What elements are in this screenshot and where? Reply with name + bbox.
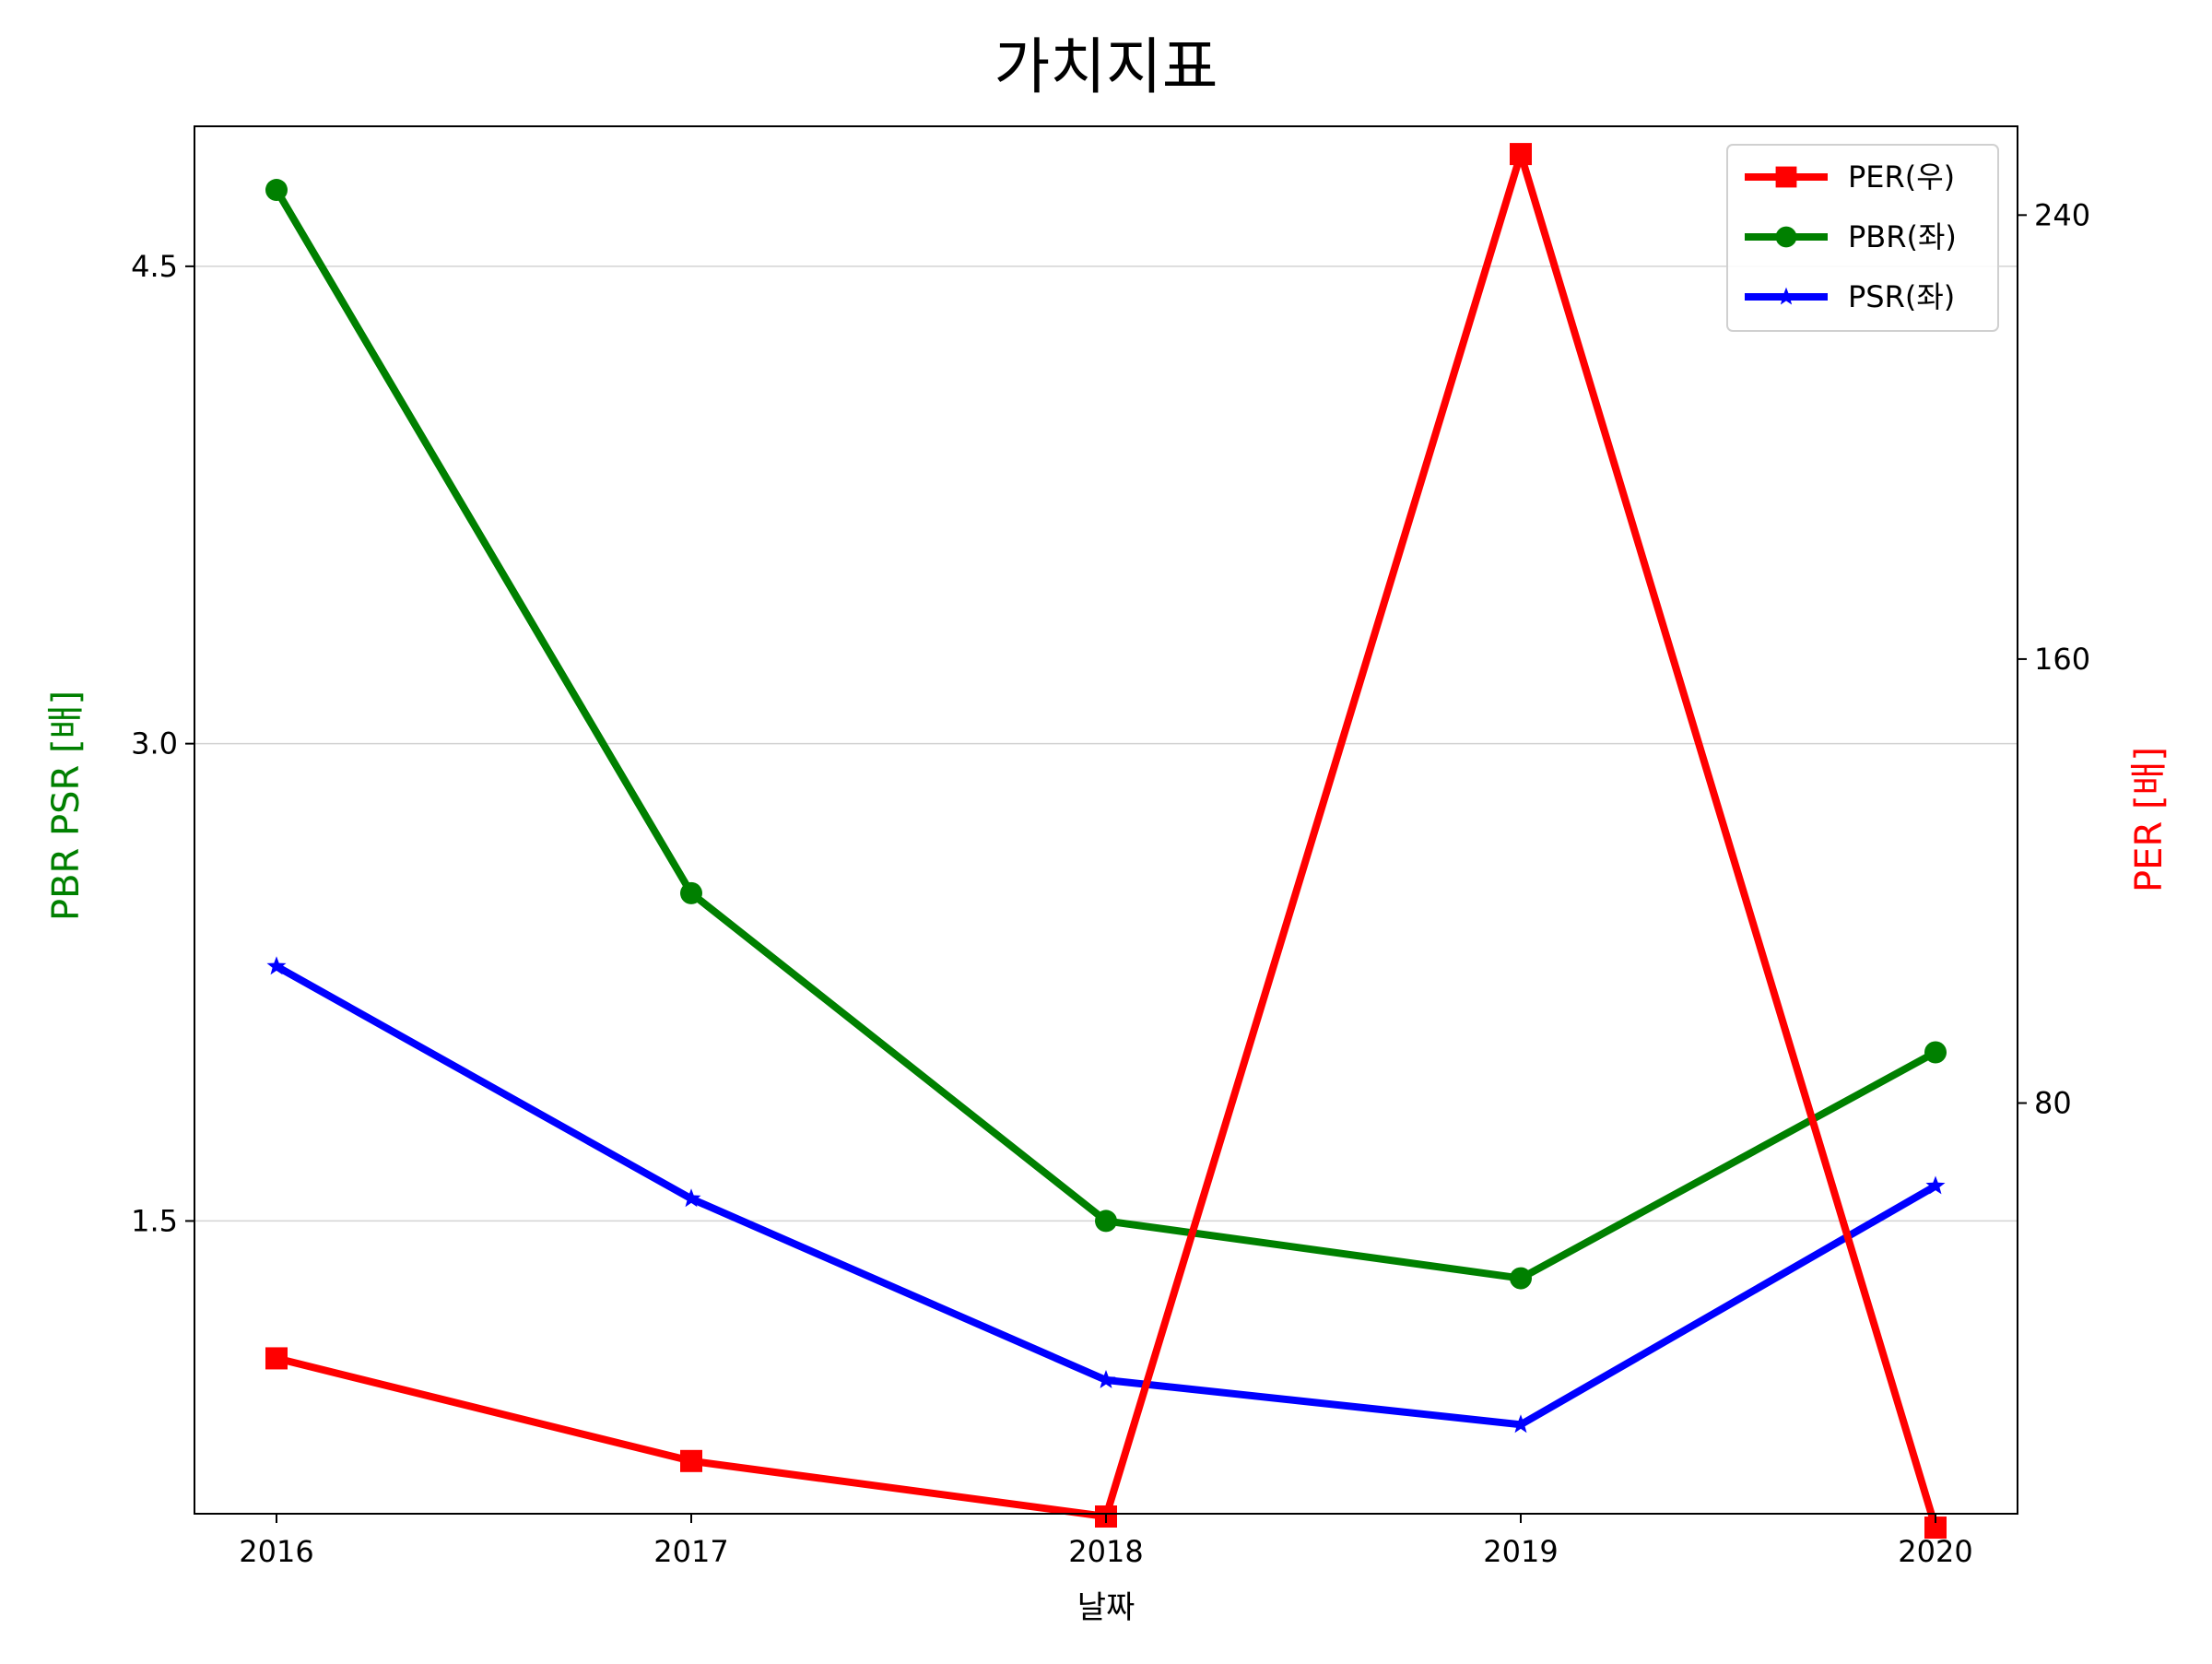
x-tick-label: 2019: [1483, 1534, 1558, 1569]
series-layer: [265, 143, 1947, 1540]
legend-box: [1726, 144, 1999, 332]
data-point-psr: [1511, 1414, 1531, 1434]
x-tick-label: 2017: [653, 1534, 728, 1569]
data-point-psr: [1925, 1175, 1946, 1195]
data-point-per: [265, 1347, 288, 1370]
right-y-axis-label: PER [배]: [2128, 747, 2171, 892]
legend-label-psr: PSR(좌): [1848, 279, 1955, 314]
chart-title: 가치지표: [994, 31, 1218, 102]
data-point-psr: [1096, 1370, 1116, 1388]
legend-marker-pbr: [1775, 226, 1797, 248]
axis-layer: 1.5 3.0 4.5 80 160 240 2016 2017 2018 2019 2020: [131, 197, 2090, 1569]
left-y-tick-label: 4.5: [131, 249, 178, 284]
legend-label-per: PER(우): [1848, 159, 1955, 195]
x-axis-label: 날짜: [1077, 1589, 1135, 1626]
right-y-tick-label: 80: [2034, 1086, 2072, 1121]
legend-marker-per: [1775, 166, 1797, 188]
data-point-pbr: [680, 881, 702, 904]
data-point-pbr: [265, 179, 288, 202]
x-tick-label: 2018: [1068, 1534, 1143, 1569]
data-point-pbr: [1095, 1210, 1117, 1233]
right-y-tick-label: 240: [2034, 197, 2090, 232]
left-y-tick-label: 1.5: [131, 1203, 178, 1238]
x-tick-label: 2016: [239, 1534, 313, 1569]
data-point-pbr: [1924, 1041, 1947, 1064]
left-y-tick-label: 3.0: [131, 726, 178, 761]
legend-label-pbr: PBR(좌): [1848, 219, 1957, 254]
data-point-per: [1510, 143, 1532, 166]
left-y-axis-label: PBR PSR [배]: [45, 690, 88, 921]
right-y-tick-label: 160: [2034, 642, 2090, 677]
legend-marker-psr: [1777, 287, 1795, 305]
data-point-psr: [266, 956, 287, 975]
x-tick-label: 2020: [1898, 1534, 1972, 1569]
data-point-per: [680, 1449, 702, 1472]
data-point-pbr: [1510, 1267, 1532, 1290]
data-point-psr: [681, 1188, 701, 1208]
legend: PER(우) PBR(좌) PSR(좌): [1726, 144, 1999, 332]
